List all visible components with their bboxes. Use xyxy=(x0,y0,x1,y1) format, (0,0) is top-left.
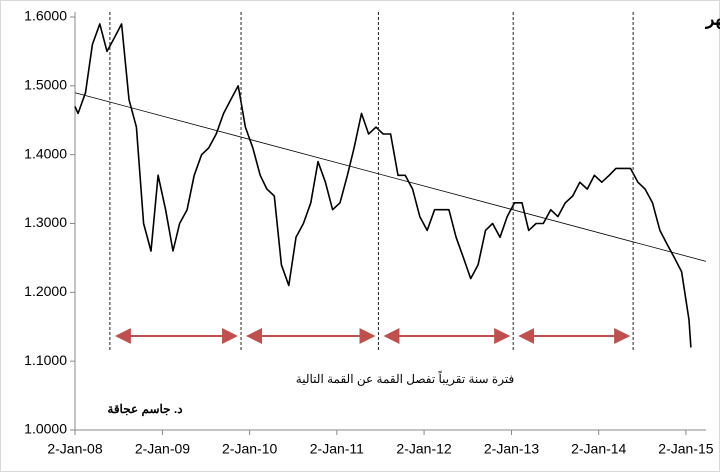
x-tick-label: 2-Jan-15 xyxy=(658,441,713,457)
x-tick-label: 2-Jan-14 xyxy=(571,441,626,457)
trend-line xyxy=(74,92,707,262)
y-tick-label: 1.5000 xyxy=(24,77,67,93)
author: د. جاسم عجاقة xyxy=(107,402,182,417)
y-tick-label: 1.6000 xyxy=(24,8,67,24)
x-tick-label: 2-Jan-11 xyxy=(310,441,364,457)
x-tick-label: 2-Jan-09 xyxy=(135,441,190,457)
x-tick-label: 2-Jan-10 xyxy=(222,441,277,457)
x-tick-label: 2-Jan-08 xyxy=(47,441,102,457)
x-tick-label: 2-Jan-13 xyxy=(484,441,539,457)
y-tick-label: 1.4000 xyxy=(24,145,67,161)
price-line xyxy=(74,23,692,348)
y-tick-label: 1.0000 xyxy=(24,421,67,437)
y-tick-label: 1.2000 xyxy=(24,283,67,299)
chart-title: سعر صرف اليورو يخضع لدورات تصاعدية وإنخف… xyxy=(704,6,720,29)
y-tick-label: 1.3000 xyxy=(24,214,67,230)
y-tick-label: 1.1000 xyxy=(24,352,67,368)
annotation: فترة سنة تقريباً تفصل القمة عن القمة الت… xyxy=(296,371,514,387)
x-tick-label: 2-Jan-12 xyxy=(396,441,451,457)
